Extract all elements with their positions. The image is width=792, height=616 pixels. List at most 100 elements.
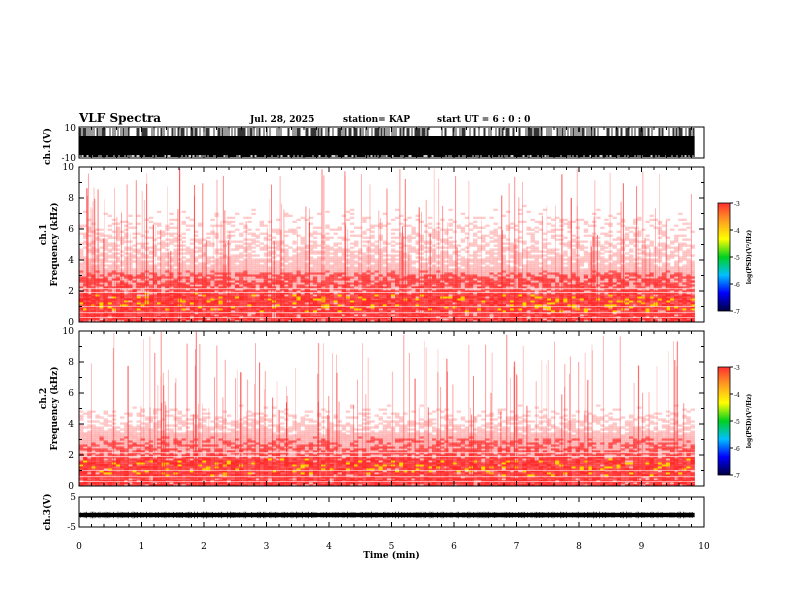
ch1-spectrogram-cell (198, 318, 202, 320)
ch1-spectrogram-cell (448, 282, 452, 284)
ch1-spectrogram-cell (682, 282, 686, 284)
ch1-spectrogram-cell (210, 274, 214, 276)
ch1-spectrogram-cell (674, 294, 678, 296)
ch1-spectrogram-cell (596, 266, 600, 268)
ch1-spectrogram-cell (383, 308, 387, 310)
ch1-spectrogram-cell (256, 304, 260, 306)
ch1-spectrogram-cell (173, 282, 177, 284)
ch1-spectrogram-cell (137, 318, 141, 320)
ch1-spectrogram-cell (543, 276, 547, 278)
ch1-spectrogram-cell (375, 278, 379, 280)
ch1-spectrogram-cell (387, 280, 391, 282)
ch1-spectrogram-cell (658, 286, 662, 288)
ch1-spectrogram-cell (198, 308, 202, 310)
ch1-spectrogram-cell (531, 270, 535, 272)
ch1-spectrogram-cell (580, 262, 584, 264)
ch1-spectrogram-cell (658, 298, 662, 300)
ch1-spectrogram-cell (383, 274, 387, 276)
ch1-spectrogram-cell (654, 266, 658, 268)
ch1-spectrogram-cell (465, 278, 469, 280)
ch1-spectrogram-cell (313, 274, 317, 276)
ch1-spectrogram-cell (301, 270, 305, 272)
ch1-spectrogram-cell (662, 298, 666, 300)
ch1-spectrogram-cell (662, 286, 666, 288)
ch1-spectrogram-cell (210, 310, 214, 312)
ch1-spectrogram-cell (494, 296, 498, 298)
ch1-spectrogram-cell (387, 270, 391, 272)
ch1-spectrogram-cell (292, 298, 296, 300)
ch1-spectrogram-cell (604, 280, 608, 282)
ch1-spectrogram-cell (604, 286, 608, 288)
ch1-spectrogram-cell (448, 262, 452, 264)
ch1-spectrogram-cell (494, 298, 498, 300)
ch1-spectrogram-cell (444, 304, 448, 306)
ch1-spectrogram-cell (658, 266, 662, 268)
ch1-spectrogram-cell (465, 298, 469, 300)
ch1-spectrogram-cell (473, 302, 477, 304)
ch1-spectrogram-cell (613, 280, 617, 282)
ch1-spectrogram-cell (239, 264, 243, 266)
ch1-spectrogram-cell (235, 286, 239, 288)
ch1-spectrogram-cell (334, 298, 338, 300)
ch1-spectrogram-cell (637, 282, 641, 284)
ch1-spectrogram-cell (411, 270, 415, 272)
ch1-spectrogram-cell (391, 310, 395, 312)
ch1-spectrogram-cell (313, 282, 317, 284)
ch1-spectrogram-cell (411, 272, 415, 274)
ch1-spectrogram-cell (411, 278, 415, 280)
ch1-spectrogram-cell (173, 264, 177, 266)
ch1-spectrogram-cell (584, 280, 588, 282)
ch1-spectrogram-cell (465, 266, 469, 268)
ch1-spectrogram-cell (206, 296, 210, 298)
ch1-spectrogram-cell (120, 294, 124, 296)
ch1-spectrogram-cell (173, 298, 177, 300)
ch1-spectrogram-cell (453, 262, 457, 264)
ch1-spectrogram-cell (108, 314, 112, 316)
ch1-spectrogram-cell (256, 282, 260, 284)
ch1-spectrogram-cell (260, 286, 264, 288)
ch1-spectrogram-cell (239, 298, 243, 300)
ch1-spectrogram-cell (284, 264, 288, 266)
ch1-spectrogram-cell (173, 308, 177, 310)
ch1-spectrogram-cell (325, 308, 329, 310)
ch1-spectrogram-cell (292, 296, 296, 298)
ch1-spectrogram-cell (169, 282, 173, 284)
ch1-spectrogram-cell (161, 266, 165, 268)
ch1-spectrogram-cell (120, 268, 124, 270)
ch1-spectrogram-cell (547, 282, 551, 284)
ch1-spectrogram-cell (444, 274, 448, 276)
ch1-spectrogram-cell (231, 276, 235, 278)
ch1-spectrogram-cell (334, 264, 338, 266)
ch1-spectrogram-cell (186, 282, 190, 284)
ch1-spectrogram-cell (625, 314, 629, 316)
ch1-spectrogram-cell (350, 294, 354, 296)
ch1-spectrogram-cell (613, 302, 617, 304)
ch1-spectrogram-cell (112, 298, 116, 300)
ch1-spectrogram-cell (292, 310, 296, 312)
ch1-spectrogram-cell (292, 282, 296, 284)
ch1-spectrogram-cell (600, 314, 604, 316)
ch1-spectrogram-cell (473, 308, 477, 310)
ch1-spectrogram-cell (453, 270, 457, 272)
ch1-spectrogram-cell (325, 272, 329, 274)
ch1-spectrogram-cell (256, 278, 260, 280)
ch1-spectrogram-cell (682, 298, 686, 300)
ch1-spectrogram-cell (334, 280, 338, 282)
ch1-spectrogram-cell (231, 296, 235, 298)
ch1-spectrogram-cell (670, 272, 674, 274)
ch1-spectrogram-cell (481, 302, 485, 304)
ch1-spectrogram-cell (629, 280, 633, 282)
ch1-spectrogram-cell (551, 278, 555, 280)
ch1-spectrogram-cell (481, 262, 485, 264)
ch1-spectrogram-cell (391, 308, 395, 310)
ch1-spectrogram-cell (362, 264, 366, 266)
ch1-spectrogram-cell (625, 262, 629, 264)
ch1-spectrogram-cell (173, 262, 177, 264)
ch1-spectrogram-cell (596, 304, 600, 306)
ch1-spectrogram-cell (387, 310, 391, 312)
ch1-spectrogram-cell (584, 308, 588, 310)
ch1-spectrogram-cell (637, 270, 641, 272)
ch1-spectrogram-cell (473, 286, 477, 288)
ch1-spectrogram-cell (288, 298, 292, 300)
ch1-spectrogram-cell (485, 266, 489, 268)
